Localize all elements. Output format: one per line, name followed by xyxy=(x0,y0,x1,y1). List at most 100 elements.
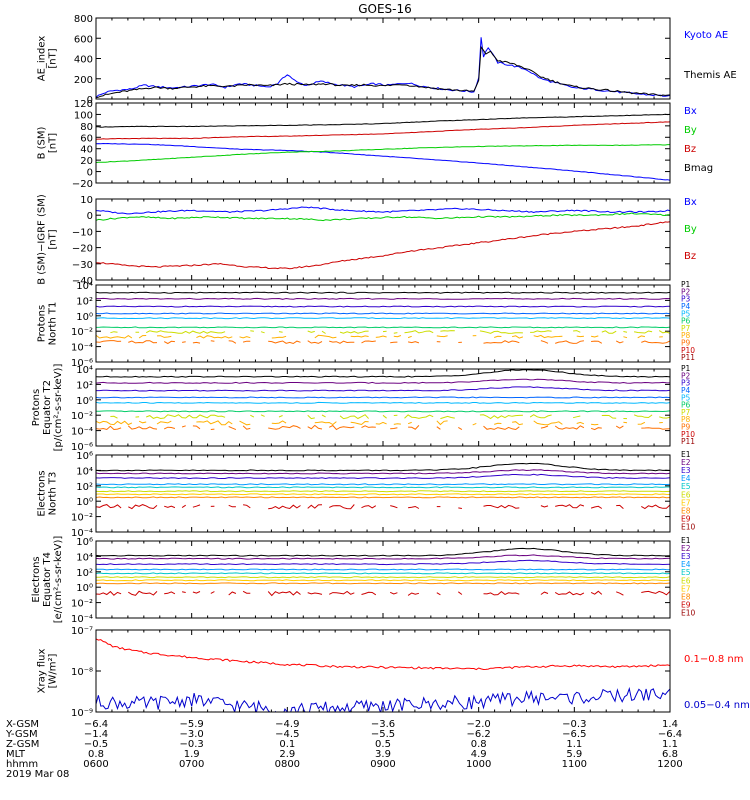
panel-frame xyxy=(95,454,671,533)
y-tick-label: 10⁴ xyxy=(76,281,93,292)
series-line xyxy=(156,420,172,425)
series-line xyxy=(242,340,251,343)
legend-entry: Bx xyxy=(684,197,697,208)
y-tick-label: 10⁻² xyxy=(71,411,93,422)
series-line xyxy=(96,212,670,222)
series-line xyxy=(192,425,201,430)
series-line xyxy=(307,414,315,420)
plot-area xyxy=(96,638,670,712)
legend-entry: P11 xyxy=(681,437,695,446)
y-axis-label: B (SM)−IGRF (SM) [nT] xyxy=(37,194,59,285)
series-line xyxy=(96,334,133,339)
series-line xyxy=(196,420,233,426)
series-line xyxy=(440,330,455,332)
x-axis-row-label: MLT xyxy=(6,749,26,760)
series-line xyxy=(210,340,215,342)
series-line xyxy=(540,591,549,595)
series-line xyxy=(96,486,670,489)
y-axis-label-line: Equator T2 xyxy=(42,380,53,435)
legend-entry: E5 xyxy=(681,482,691,491)
x-axis-value: 0.1 xyxy=(279,739,295,750)
y-axis-label-line: [nT] xyxy=(48,133,59,153)
legend-entry: E10 xyxy=(681,523,696,532)
series-line xyxy=(96,469,670,475)
legend-entry: Bz xyxy=(684,144,696,155)
series-line xyxy=(494,335,502,338)
series-line xyxy=(350,335,369,338)
series-line xyxy=(529,414,552,419)
series-line xyxy=(96,582,670,585)
series-line xyxy=(96,142,670,181)
series-line xyxy=(573,330,581,333)
panel-7: 10⁻⁴ 10⁻² 10⁰ 10² 10⁴ 10⁶ Electrons Equator T4[… xyxy=(31,536,696,625)
series-line xyxy=(250,330,254,332)
series-line xyxy=(242,425,251,430)
series-line xyxy=(637,335,645,339)
series-line xyxy=(242,590,251,594)
y-tick-label: 10⁻⁴ xyxy=(71,343,93,354)
series-line xyxy=(196,335,233,339)
legend-entry: E3 xyxy=(681,552,691,561)
series-line xyxy=(228,426,237,431)
series-line xyxy=(530,330,552,333)
y-tick-label: −20 xyxy=(72,179,93,190)
x-axis-value: −6.2 xyxy=(467,729,491,740)
series-line xyxy=(436,592,441,596)
series-line xyxy=(540,505,549,508)
series-line xyxy=(278,331,283,333)
y-tick-label: 10⁻⁶ xyxy=(71,442,93,453)
x-axis-row-label: Y-GSM xyxy=(5,729,38,740)
series-line xyxy=(96,425,122,431)
legend-entry: P2 xyxy=(681,371,691,380)
series-line xyxy=(328,590,355,595)
y-axis-label-line: North T1 xyxy=(48,302,59,346)
legend-entry: P9 xyxy=(681,339,691,348)
x-axis-value: −4.5 xyxy=(275,729,299,740)
y-tick-label: 800 xyxy=(74,14,93,25)
series-line xyxy=(110,415,118,419)
series-line xyxy=(361,505,377,509)
series-line xyxy=(163,426,176,430)
series-line xyxy=(228,504,236,508)
x-axis-value: −6.4 xyxy=(658,729,682,740)
panel-frame xyxy=(95,368,671,447)
series-line xyxy=(436,426,441,430)
series-line xyxy=(591,423,599,426)
legend-entry: 0.05−0.4 nm xyxy=(684,700,750,711)
series-line xyxy=(96,483,670,486)
series-line xyxy=(623,331,628,333)
series-line xyxy=(96,317,670,320)
series-line xyxy=(483,590,520,596)
x-axis-value: −1.4 xyxy=(84,729,108,740)
x-axis-value: −3.0 xyxy=(180,729,204,740)
y-tick-label: 10⁻² xyxy=(71,599,93,610)
series-line xyxy=(192,341,201,344)
x-axis-value: −0.3 xyxy=(562,719,586,730)
y-axis-label: AE_index [nT] xyxy=(37,36,59,82)
series-line xyxy=(96,291,670,294)
series-line xyxy=(407,421,412,425)
y-tick-label: 10² xyxy=(76,296,93,307)
legend-entry: Kyoto AE xyxy=(684,30,728,41)
series-line xyxy=(96,638,670,671)
series-line xyxy=(243,504,251,509)
series-line xyxy=(389,591,398,595)
series-line xyxy=(483,340,520,344)
panel-frame xyxy=(95,540,671,619)
series-line xyxy=(96,590,122,596)
series-line xyxy=(146,414,226,420)
series-line xyxy=(181,591,186,593)
y-tick-label: 10⁻⁶ xyxy=(71,358,93,369)
series-line xyxy=(641,427,670,430)
series-line xyxy=(307,504,323,509)
series-line xyxy=(511,335,524,339)
x-axis-value: −0.3 xyxy=(180,739,204,750)
series-line xyxy=(458,507,462,509)
series-line xyxy=(239,420,251,426)
legend-entry: Bx xyxy=(684,106,697,117)
series-line xyxy=(472,422,477,426)
series-line xyxy=(641,340,670,344)
series-line xyxy=(260,331,265,334)
series-line xyxy=(250,414,255,418)
series-line xyxy=(404,414,434,419)
